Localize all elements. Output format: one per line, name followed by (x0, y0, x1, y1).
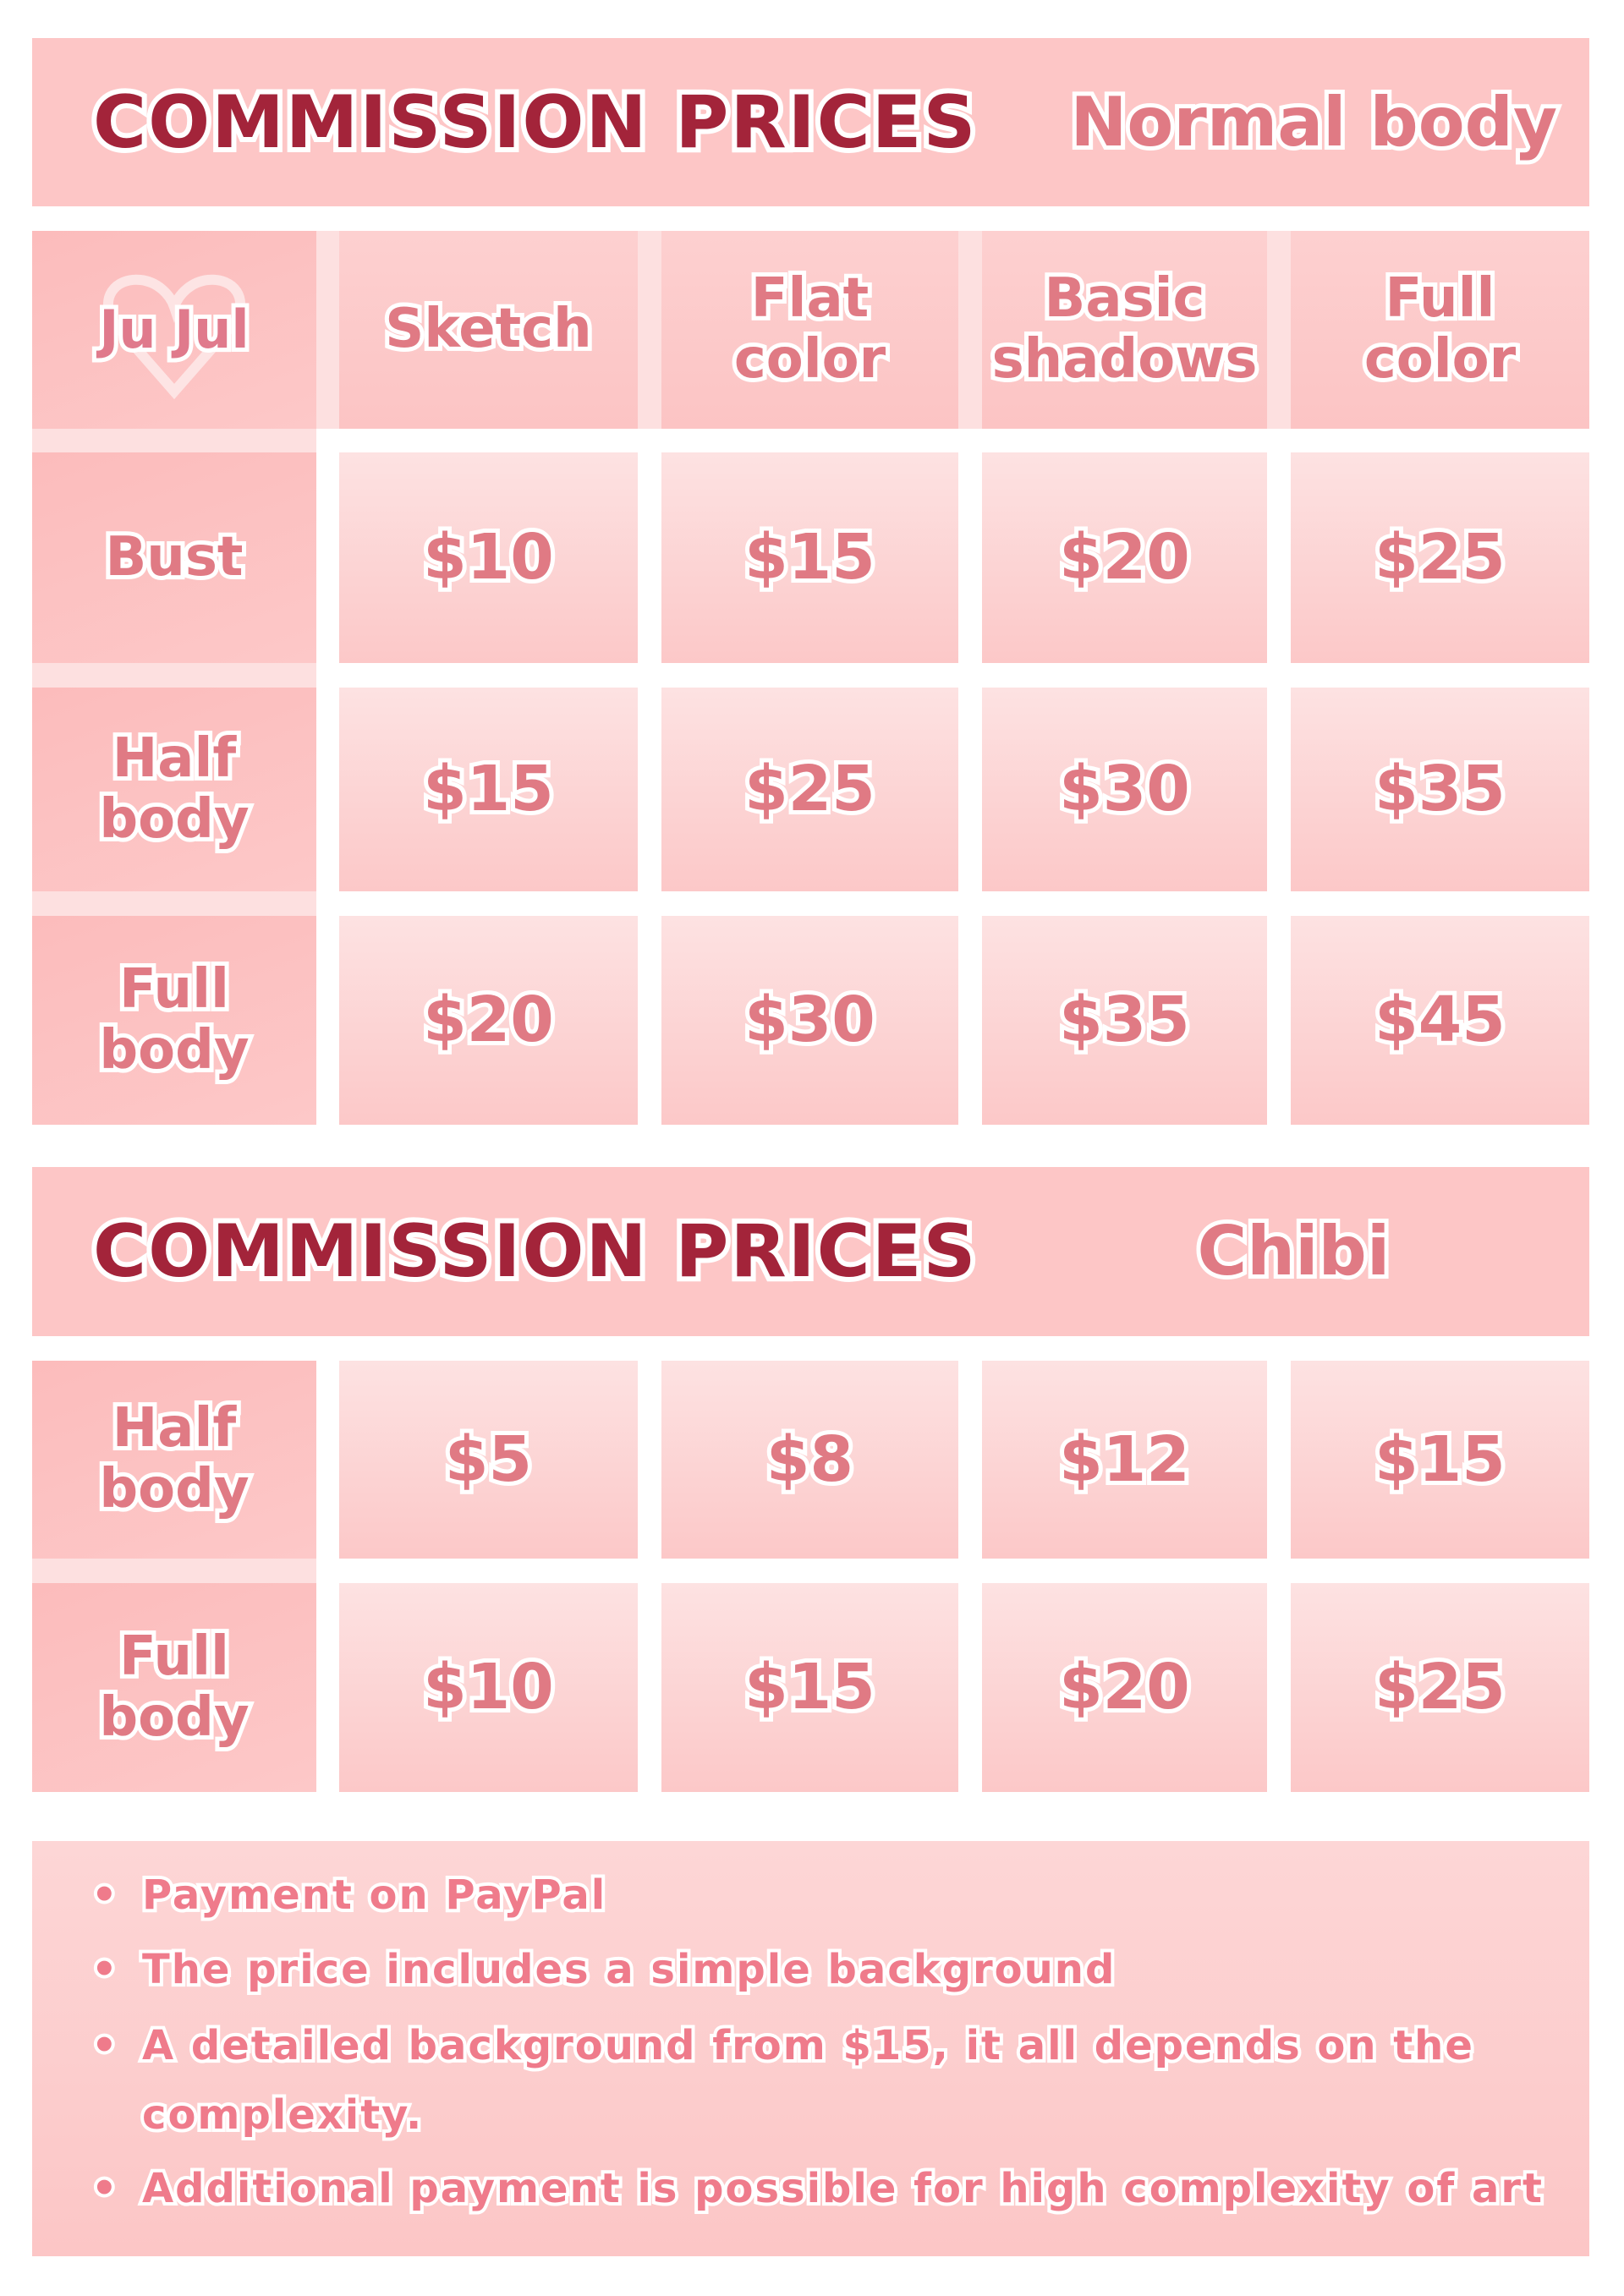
price-cell: $20 (982, 452, 1267, 663)
price-cell: $10 (339, 452, 638, 663)
price-cell: $20 (339, 916, 638, 1125)
bullet-icon: • (88, 1871, 121, 1919)
column-header-sketch: Sketch (339, 231, 638, 429)
bullet-icon: • (88, 2165, 121, 2213)
column-label: Sketch (381, 295, 595, 364)
note-item: • Additional payment is possible for high… (88, 2165, 1589, 2213)
header-banner-normal: COMMISSION PRICES Normal body (32, 38, 1589, 206)
price-cell: $15 (339, 688, 638, 891)
price-cell: $35 (982, 916, 1267, 1125)
row-label: Full body (95, 955, 253, 1085)
row-label: Full body (95, 1622, 253, 1752)
section-subtitle: Chibi (1193, 1209, 1394, 1293)
price-cell: $15 (1291, 1361, 1589, 1559)
price-value: $20 (1055, 1648, 1193, 1727)
price-cell: $25 (661, 688, 958, 891)
price-cell: $8 (661, 1361, 958, 1559)
price-cell: $25 (1291, 1583, 1589, 1792)
column-header-full-color: Full color (1291, 231, 1589, 429)
row-label-cell: Full body (32, 1583, 316, 1792)
price-value: $25 (740, 750, 879, 829)
price-value: $15 (419, 750, 557, 829)
price-cell: $5 (339, 1361, 638, 1559)
price-cell: $10 (339, 1583, 638, 1792)
note-item: • The price includes a simple background (88, 1946, 1589, 1993)
price-value: $30 (1055, 750, 1193, 829)
logo-cell: Ju Jul (32, 231, 316, 429)
price-cell: $30 (661, 916, 958, 1125)
note-text: The price includes a simple background (139, 1946, 1117, 1993)
column-label: Basic shadows (988, 264, 1262, 394)
column-header-basic-shadows: Basic shadows (982, 231, 1267, 429)
note-item: • Payment on PayPal (88, 1871, 1589, 1919)
price-value: $15 (740, 1648, 879, 1727)
price-value: $12 (1055, 1420, 1193, 1499)
section-subtitle: Normal body (1066, 80, 1561, 164)
divider (32, 891, 316, 916)
row-label-cell: Half body (32, 688, 316, 891)
bullet-icon: • (88, 1946, 121, 1993)
notes-panel: • Payment on PayPal • The price includes a… (32, 1841, 1589, 2256)
price-value: $10 (419, 1648, 557, 1727)
price-value: $10 (419, 518, 557, 597)
row-label-cell: Full body (32, 916, 316, 1125)
note-text: Payment on PayPal (139, 1871, 608, 1919)
price-value: $25 (1370, 1648, 1509, 1727)
column-label: Full color (1360, 264, 1520, 394)
price-cell: $20 (982, 1583, 1267, 1792)
divider (1267, 231, 1291, 429)
note-item: • A detailed background from $15, it all … (88, 2012, 1589, 2150)
price-value: $30 (740, 981, 879, 1060)
row-label-cell: Half body (32, 1361, 316, 1559)
price-cell: $35 (1291, 688, 1589, 891)
divider (32, 429, 316, 452)
divider (638, 231, 661, 429)
price-cell: $15 (661, 1583, 958, 1792)
price-value: $25 (1370, 518, 1509, 597)
price-value: $8 (762, 1420, 858, 1499)
column-label: Flat color (730, 264, 890, 394)
divider (316, 231, 339, 429)
price-value: $35 (1370, 750, 1509, 829)
price-cell: $25 (1291, 452, 1589, 663)
divider (32, 1559, 316, 1583)
price-cell: $12 (982, 1361, 1267, 1559)
section-title: COMMISSION PRICES (88, 1204, 980, 1299)
price-value: $20 (419, 981, 557, 1060)
price-cell: $30 (982, 688, 1267, 891)
price-cell: $45 (1291, 916, 1589, 1125)
row-label: Bust (101, 523, 247, 591)
note-text: Additional payment is possible for high … (139, 2165, 1545, 2213)
row-label: Half body (95, 724, 253, 854)
price-cell: $15 (661, 452, 958, 663)
price-value: $20 (1055, 518, 1193, 597)
heart-icon (103, 274, 245, 400)
logo-text: Ju Jul (95, 296, 253, 364)
price-value: $15 (740, 518, 879, 597)
bullet-icon: • (88, 2019, 121, 2073)
price-value: $15 (1370, 1420, 1509, 1499)
row-label: Half body (95, 1394, 253, 1524)
note-text: A detailed background from $15, it all d… (139, 2019, 1476, 2142)
divider (32, 663, 316, 688)
column-header-flat-color: Flat color (661, 231, 958, 429)
price-value: $5 (441, 1420, 536, 1499)
price-value: $45 (1370, 981, 1509, 1060)
price-value: $35 (1055, 981, 1193, 1060)
section-title: COMMISSION PRICES (88, 75, 980, 170)
row-label-cell: Bust (32, 452, 316, 663)
header-banner-chibi: COMMISSION PRICES Chibi (32, 1167, 1589, 1336)
divider (958, 231, 982, 429)
